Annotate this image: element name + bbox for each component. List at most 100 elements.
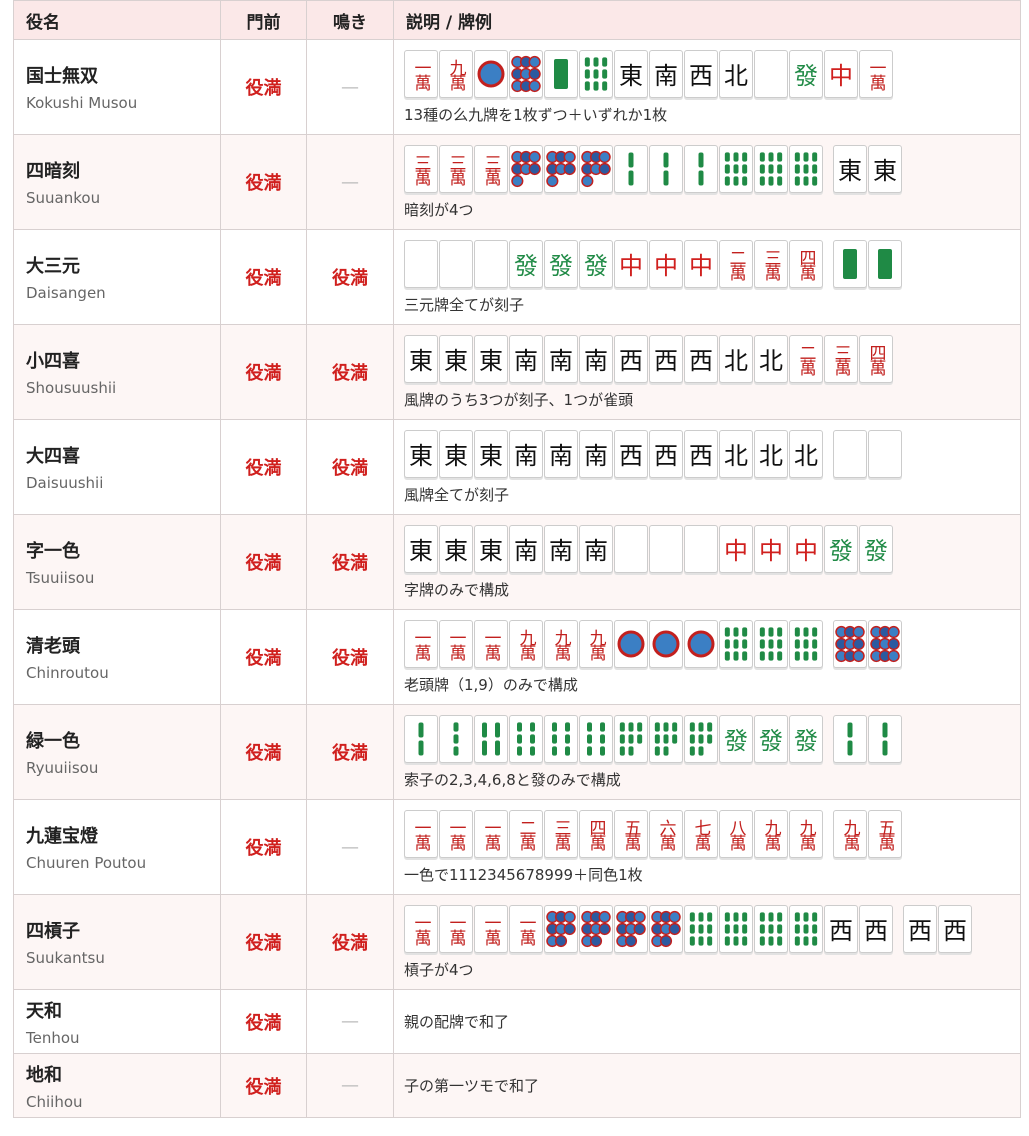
tile: 東 (404, 429, 438, 478)
yaku-romaji: Ryuuiisou (26, 759, 99, 777)
yaku-romaji: Daisuushii (26, 474, 104, 492)
menzen-value: 役満 (220, 989, 307, 1054)
tile (649, 904, 683, 953)
tile: 一萬 (439, 904, 473, 953)
tile: 一萬 (474, 619, 508, 668)
tile: 三萬 (544, 809, 578, 858)
tile: 四萬 (789, 239, 823, 288)
tile (614, 524, 648, 573)
tile: 西 (684, 49, 718, 98)
name-cell: 国士無双 Kokushi Musou (13, 39, 221, 135)
row: 四暗刻 Suuankou 役満 — 三萬 三萬 三萬東東暗刻が4つ (13, 134, 1021, 230)
yaku-romaji: Tenhou (26, 1028, 80, 1047)
tile: 中 (649, 239, 683, 288)
tile: 南 (579, 524, 613, 573)
row: 四槓子 Suukantsu 役満 役満 一萬 一萬 一萬 一萬西西西西槓子が4つ (13, 894, 1021, 990)
tile (833, 619, 867, 668)
tile: 一萬 (474, 809, 508, 858)
tile: 二萬 (719, 239, 753, 288)
menzen-value: 役満 (220, 799, 307, 895)
tile: 北 (789, 429, 823, 478)
description: 暗刻が4つ (404, 200, 474, 219)
yaku-romaji: Chuuren Poutou (26, 854, 147, 872)
tile: 發 (544, 239, 578, 288)
tile: 東 (868, 144, 902, 193)
description-cell: 一萬 一萬 一萬 一萬西西西西槓子が4つ (393, 894, 1021, 990)
tile: 發 (579, 239, 613, 288)
tile (579, 49, 613, 98)
description-cell: 一萬 一萬 一萬 二萬 三萬 四萬 五萬 六萬 七萬 八萬 九萬 九萬 九萬 五萬 一色で111234567… (393, 799, 1021, 895)
tile-face (689, 911, 713, 946)
tile (614, 904, 648, 953)
tile: 南 (544, 334, 578, 383)
name-cell: 緑一色 Ryuuiisou (13, 704, 221, 800)
naki-value: — (306, 799, 394, 895)
row: 大四喜 Daisuushii 役満 役満東東東南南南西西西北北北風牌全てが刻子 (13, 419, 1021, 515)
name-cell: 天和 Tenhou (13, 989, 221, 1054)
tile-face (418, 722, 424, 755)
tile: 發 (789, 49, 823, 98)
yaku-name: 清老頭 (26, 636, 80, 657)
tile: 東 (474, 334, 508, 383)
tile: 發 (754, 714, 788, 763)
tile: 東 (439, 334, 473, 383)
tile: 三萬 (754, 239, 788, 288)
header-cell: 説明 / 牌例 (393, 0, 1021, 40)
description: 風牌のうち3つが刻子、1つが雀頭 (404, 390, 634, 409)
tile-face (619, 721, 643, 756)
tile (684, 904, 718, 953)
tile (833, 429, 867, 478)
menzen-value: 役満 (220, 609, 307, 705)
tile (684, 524, 718, 573)
tile: 南 (579, 334, 613, 383)
yaku-romaji: Suukantsu (26, 949, 105, 967)
tile: 發 (859, 524, 893, 573)
description: 字牌のみで構成 (404, 580, 510, 599)
tile (789, 904, 823, 953)
tile: 西 (938, 904, 972, 953)
tile (439, 714, 473, 763)
tile: 南 (544, 524, 578, 573)
row: 地和 Chiihou 役満 — 子の第一ツモで和了 (13, 1053, 1021, 1118)
row: 緑一色 Ryuuiisou 役満 役満發發發索子の2,3,4,6,8と發のみで構成 (13, 704, 1021, 800)
tile-face (477, 60, 505, 87)
description: 槓子が4つ (404, 960, 474, 979)
name-cell: 大四喜 Daisuushii (13, 419, 221, 515)
tile-face (511, 150, 541, 187)
tile-group: 一萬 一萬 一萬 一萬西西 (404, 904, 893, 953)
tile-face (847, 722, 853, 755)
tile: 發 (824, 524, 858, 573)
yaku-name: 国士無双 (26, 66, 98, 87)
tile: 東 (439, 429, 473, 478)
tile (833, 714, 867, 763)
tile-group: 發發發中中中二萬 三萬 四萬 (404, 239, 823, 288)
description-cell: 三萬 三萬 三萬東東暗刻が4つ (393, 134, 1021, 230)
naki-value: 役満 (306, 514, 394, 610)
tile (579, 144, 613, 193)
menzen-value: 役満 (220, 419, 307, 515)
tile: 東 (439, 524, 473, 573)
tile-group: 東東東南南南西西西北北二萬 三萬 四萬 (404, 334, 893, 383)
tile: 五萬 (868, 809, 902, 858)
menzen-value: 役満 (220, 514, 307, 610)
tile-group (833, 429, 902, 478)
name-cell: 四暗刻 Suuankou (13, 134, 221, 230)
row: 九蓮宝燈 Chuuren Poutou 役満 — 一萬 一萬 一萬 二萬 三萬 四萬 五萬 六萬 七萬八… (13, 799, 1021, 895)
name-cell: 四槓子 Suukantsu (13, 894, 221, 990)
tile: 西 (649, 429, 683, 478)
tile: 東 (404, 524, 438, 573)
tile-group: 九萬 五萬 (833, 809, 902, 858)
tile-group: 一萬 一萬 一萬 二萬 三萬 四萬 五萬 六萬 七萬 八萬 九萬 九萬 (404, 809, 823, 858)
tile-example: 東東東南南南中中中發發 (404, 524, 1010, 573)
naki-value: 役満 (306, 229, 394, 325)
tile: 東 (474, 429, 508, 478)
tile: 一萬 (439, 809, 473, 858)
tile-face (628, 152, 634, 185)
description: 索子の2,3,4,6,8と發のみで構成 (404, 770, 621, 789)
tile-example: 東東東南南南西西西北北北 (404, 429, 1010, 478)
tile-face (724, 626, 748, 661)
tile: 發 (719, 714, 753, 763)
menzen-value: 役満 (220, 704, 307, 800)
tile-face (517, 721, 535, 756)
